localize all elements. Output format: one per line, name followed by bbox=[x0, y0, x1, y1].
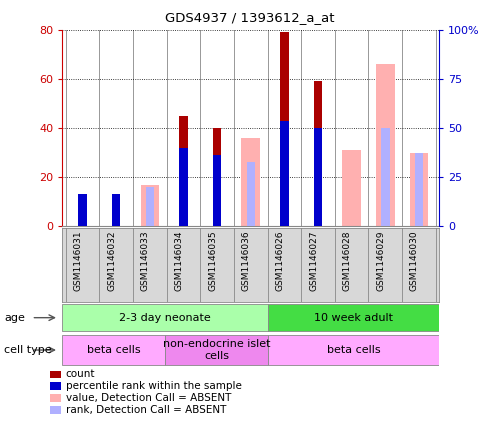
Text: GDS4937 / 1393612_a_at: GDS4937 / 1393612_a_at bbox=[165, 11, 334, 24]
Bar bbox=[247, 162, 255, 226]
Text: GSM1146036: GSM1146036 bbox=[242, 231, 251, 291]
Text: GSM1146030: GSM1146030 bbox=[410, 231, 419, 291]
Bar bbox=[146, 187, 154, 226]
Text: percentile rank within the sample: percentile rank within the sample bbox=[66, 381, 242, 391]
Bar bbox=[78, 202, 87, 226]
Text: value, Detection Call = ABSENT: value, Detection Call = ABSENT bbox=[66, 393, 231, 403]
Text: GSM1146034: GSM1146034 bbox=[175, 231, 184, 291]
Text: cell type: cell type bbox=[4, 345, 51, 355]
Bar bbox=[62, 304, 268, 332]
Bar bbox=[141, 184, 159, 226]
Text: count: count bbox=[66, 369, 95, 379]
Bar bbox=[213, 128, 222, 226]
Text: GSM1146031: GSM1146031 bbox=[73, 231, 82, 291]
Bar bbox=[268, 304, 439, 332]
Bar bbox=[314, 81, 322, 226]
Text: rank, Detection Call = ABSENT: rank, Detection Call = ABSENT bbox=[66, 405, 226, 415]
Bar bbox=[179, 115, 188, 226]
Text: 10 week adult: 10 week adult bbox=[314, 313, 393, 323]
Text: beta cells: beta cells bbox=[327, 345, 380, 355]
Text: GSM1146028: GSM1146028 bbox=[343, 231, 352, 291]
Bar bbox=[165, 335, 268, 365]
Bar bbox=[314, 128, 322, 226]
Bar bbox=[410, 153, 428, 226]
Text: GSM1146027: GSM1146027 bbox=[309, 231, 318, 291]
Text: GSM1146033: GSM1146033 bbox=[141, 231, 150, 291]
Bar bbox=[213, 155, 222, 226]
Bar bbox=[242, 138, 260, 226]
Bar bbox=[342, 150, 361, 226]
Bar bbox=[112, 202, 120, 226]
Bar bbox=[78, 194, 87, 226]
Text: 2-3 day neonate: 2-3 day neonate bbox=[119, 313, 211, 323]
Bar bbox=[179, 148, 188, 226]
Text: GSM1146026: GSM1146026 bbox=[275, 231, 284, 291]
Bar bbox=[376, 64, 395, 226]
Bar bbox=[381, 128, 390, 226]
Text: non-endocrine islet
cells: non-endocrine islet cells bbox=[163, 339, 270, 361]
Bar bbox=[280, 32, 288, 226]
Text: GSM1146029: GSM1146029 bbox=[376, 231, 385, 291]
Bar bbox=[280, 121, 288, 226]
Text: GSM1146035: GSM1146035 bbox=[208, 231, 217, 291]
Bar bbox=[415, 153, 423, 226]
Text: GSM1146032: GSM1146032 bbox=[107, 231, 116, 291]
Text: beta cells: beta cells bbox=[87, 345, 141, 355]
Bar bbox=[112, 194, 120, 226]
Bar bbox=[62, 335, 165, 365]
Bar bbox=[268, 335, 439, 365]
Text: age: age bbox=[4, 313, 25, 323]
